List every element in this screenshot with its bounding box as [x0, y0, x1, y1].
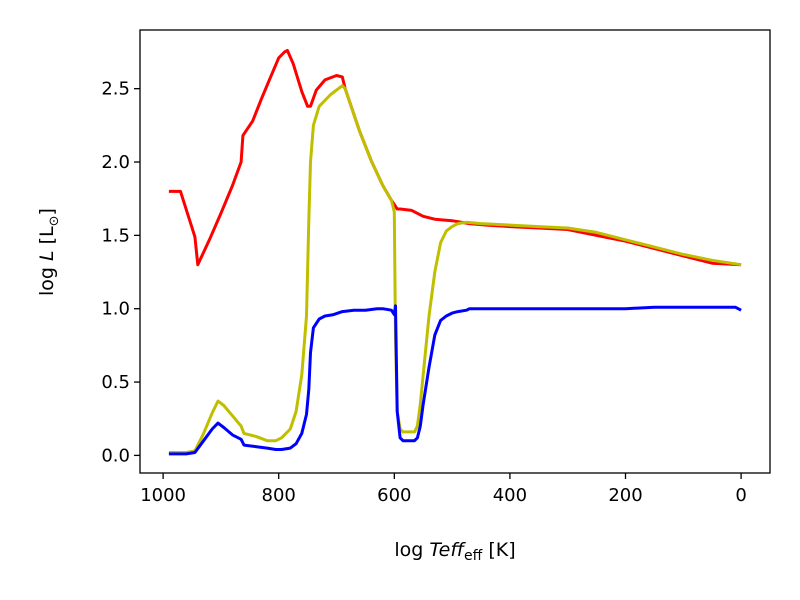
plot-frame: [139, 29, 771, 474]
x-axis-ticks: 1000 800 600 400 200 0: [140, 473, 747, 506]
y-tick-label: 2.0: [101, 152, 130, 173]
y-tick-label: 2.5: [101, 79, 130, 100]
x-tick-label: 800: [262, 485, 296, 506]
x-tick-label: 0: [735, 485, 746, 506]
x-tick-label: 1000: [140, 485, 186, 506]
y-tick-label: 1.0: [101, 299, 130, 320]
series-lines: [168, 49, 742, 456]
x-tick-label: 200: [608, 485, 642, 506]
y-axis-label: log L [L⊙]: [36, 208, 62, 296]
y-tick-label: 0.0: [101, 445, 130, 466]
y-axis-ticks: 0.0 0.5 1.0 1.5 2.0 2.5: [101, 79, 140, 466]
x-tick-label: 400: [493, 485, 527, 506]
series-line-2: [168, 84, 742, 454]
x-tick-label: 600: [377, 485, 411, 506]
y-tick-label: 0.5: [101, 372, 130, 393]
x-axis-label: log Teffeff [K]: [394, 539, 515, 564]
y-tick-label: 1.5: [101, 225, 130, 246]
series-line-1: [168, 49, 742, 267]
series-line-3: [168, 304, 742, 456]
